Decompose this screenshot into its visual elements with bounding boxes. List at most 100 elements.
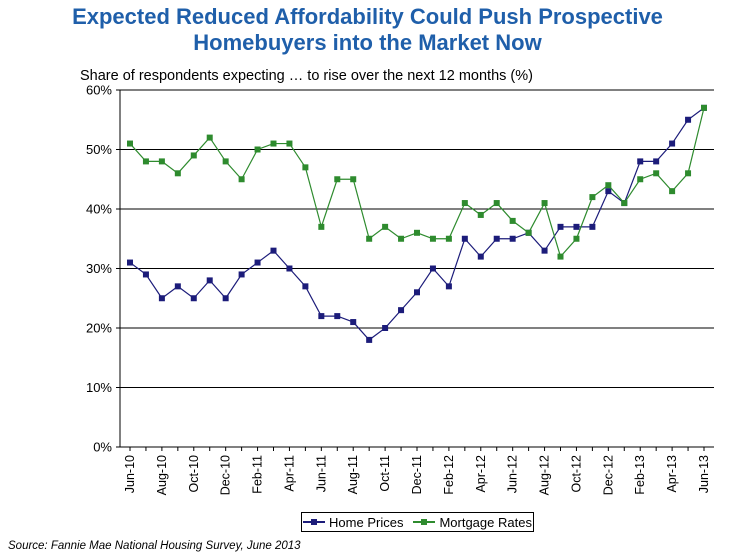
data-point-mortgage-rates-15 xyxy=(366,235,373,242)
data-point-home-prices-24 xyxy=(509,235,516,242)
x-tick-label-apr-12: Apr-12 xyxy=(474,455,488,493)
legend: Home Prices Mortgage Rates xyxy=(301,512,534,532)
data-point-home-prices-0 xyxy=(127,259,133,266)
data-point-mortgage-rates-8 xyxy=(254,146,261,153)
data-point-home-prices-13 xyxy=(334,313,341,320)
data-point-home-prices-23 xyxy=(493,235,500,242)
chart-title: Expected Reduced Affordability Could Pus… xyxy=(0,4,735,56)
data-point-home-prices-26 xyxy=(541,247,548,254)
x-tick-label-dec-10: Dec-10 xyxy=(219,455,233,495)
chart-title-line-2: Homebuyers into the Market Now xyxy=(193,30,542,55)
data-point-home-prices-9 xyxy=(270,247,277,254)
y-tick-label-40: 40% xyxy=(86,202,112,217)
x-tick-label-oct-10: Oct-10 xyxy=(187,455,201,493)
x-tick-label-jun-10: Jun-10 xyxy=(123,455,137,493)
data-point-home-prices-22 xyxy=(477,253,484,260)
series-home-prices xyxy=(127,104,707,343)
x-tick-label-aug-12: Aug-12 xyxy=(538,455,552,495)
data-point-home-prices-20 xyxy=(445,283,452,290)
x-tick-label-apr-13: Apr-13 xyxy=(665,455,679,493)
data-point-mortgage-rates-9 xyxy=(270,140,277,147)
data-point-home-prices-4 xyxy=(190,295,197,302)
series-line-home-prices xyxy=(129,107,705,341)
data-point-mortgage-rates-21 xyxy=(461,200,468,207)
source-note: Source: Fannie Mae National Housing Surv… xyxy=(8,540,301,552)
data-point-home-prices-15 xyxy=(366,336,373,343)
data-point-mortgage-rates-31 xyxy=(621,200,628,207)
chart-title-line-1: Expected Reduced Affordability Could Pus… xyxy=(72,4,663,29)
data-point-home-prices-32 xyxy=(637,158,644,165)
data-point-mortgage-rates-28 xyxy=(573,235,580,242)
x-tick-label-aug-11: Aug-11 xyxy=(346,455,360,494)
data-point-mortgage-rates-13 xyxy=(334,176,341,183)
data-point-home-prices-12 xyxy=(318,313,325,320)
data-point-mortgage-rates-27 xyxy=(557,253,564,260)
data-point-mortgage-rates-0 xyxy=(127,140,133,147)
data-point-mortgage-rates-6 xyxy=(222,158,229,165)
chart-subtitle: Share of respondents expecting … to rise… xyxy=(80,68,533,84)
data-point-mortgage-rates-7 xyxy=(238,176,245,183)
data-point-home-prices-21 xyxy=(461,235,468,242)
data-point-mortgage-rates-16 xyxy=(382,223,389,230)
data-point-mortgage-rates-10 xyxy=(286,140,293,147)
legend-label-home-prices: Home Prices xyxy=(329,514,404,530)
data-point-home-prices-35 xyxy=(685,116,692,123)
data-point-mortgage-rates-26 xyxy=(541,200,548,207)
data-point-mortgage-rates-2 xyxy=(158,158,165,165)
data-point-home-prices-29 xyxy=(589,223,596,230)
legend-swatch-mortgage-rates xyxy=(413,517,436,527)
x-tick-label-jun-11: Jun-11 xyxy=(314,455,328,492)
data-point-home-prices-33 xyxy=(653,158,660,165)
data-point-home-prices-6 xyxy=(222,295,229,302)
data-point-mortgage-rates-36 xyxy=(701,104,707,111)
data-point-home-prices-2 xyxy=(158,295,165,302)
series-mortgage-rates xyxy=(127,104,707,260)
data-point-home-prices-28 xyxy=(573,223,580,230)
y-tick-label-50: 50% xyxy=(86,142,112,157)
x-tick-label-jun-12: Jun-12 xyxy=(506,455,520,493)
data-point-mortgage-rates-30 xyxy=(605,182,612,189)
data-point-home-prices-14 xyxy=(350,319,357,326)
data-point-mortgage-rates-24 xyxy=(509,217,516,224)
x-tick-label-feb-12: Feb-12 xyxy=(442,455,456,495)
x-tick-label-feb-11: Feb-11 xyxy=(251,455,265,494)
legend-item-mortgage-rates[interactable]: Mortgage Rates xyxy=(413,515,532,530)
data-point-mortgage-rates-23 xyxy=(493,200,500,207)
x-tick-label-feb-13: Feb-13 xyxy=(633,455,647,495)
data-point-mortgage-rates-1 xyxy=(142,158,149,165)
x-tick-label-apr-11: Apr-11 xyxy=(282,455,296,492)
data-point-mortgage-rates-33 xyxy=(653,170,660,177)
data-point-mortgage-rates-18 xyxy=(414,229,420,236)
gridlines xyxy=(120,89,714,388)
data-point-home-prices-10 xyxy=(286,265,293,272)
legend-marker-mortgage-rates xyxy=(421,519,428,525)
data-point-home-prices-5 xyxy=(206,277,213,284)
data-point-mortgage-rates-34 xyxy=(669,188,676,195)
data-point-home-prices-16 xyxy=(382,325,389,331)
data-point-mortgage-rates-35 xyxy=(685,170,692,177)
data-point-home-prices-18 xyxy=(414,289,420,296)
data-point-mortgage-rates-5 xyxy=(206,134,213,141)
y-tick-label-60: 60% xyxy=(86,83,112,98)
data-point-mortgage-rates-14 xyxy=(350,176,357,183)
x-tick-label-oct-11: Oct-11 xyxy=(378,455,392,492)
data-point-mortgage-rates-29 xyxy=(589,194,596,201)
data-point-home-prices-17 xyxy=(398,307,405,314)
x-tick-label-dec-11: Dec-11 xyxy=(410,455,424,494)
legend-label-mortgage-rates: Mortgage Rates xyxy=(439,514,532,530)
y-tick-label-30: 30% xyxy=(86,261,112,276)
legend-item-home-prices[interactable]: Home Prices xyxy=(303,515,403,530)
data-point-home-prices-34 xyxy=(669,140,676,147)
data-point-home-prices-1 xyxy=(142,271,149,278)
data-point-mortgage-rates-32 xyxy=(637,176,644,183)
y-tick-label-0: 0% xyxy=(93,440,112,455)
data-point-mortgage-rates-3 xyxy=(174,170,181,177)
legend-marker-home-prices xyxy=(311,519,318,525)
data-point-home-prices-11 xyxy=(302,283,309,290)
x-axis-ticks: Jun-10 Aug-10 Oct-10 Dec-10 Feb-11 Apr-11 Jun-… xyxy=(123,447,711,495)
data-point-home-prices-27 xyxy=(557,223,564,230)
data-point-mortgage-rates-19 xyxy=(429,235,436,242)
x-tick-label-dec-12: Dec-12 xyxy=(601,455,615,495)
data-point-mortgage-rates-20 xyxy=(445,235,452,242)
